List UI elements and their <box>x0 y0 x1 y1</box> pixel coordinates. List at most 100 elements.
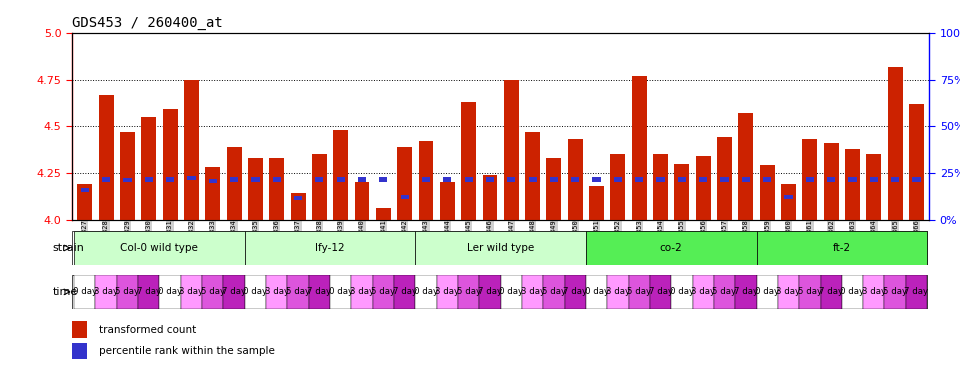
Bar <box>74 231 245 265</box>
Text: 0 day: 0 day <box>158 287 182 296</box>
Bar <box>252 178 259 182</box>
Bar <box>629 274 650 309</box>
Text: 0 day: 0 day <box>328 287 352 296</box>
Text: 0 day: 0 day <box>756 287 780 296</box>
Bar <box>735 274 756 309</box>
Bar <box>799 274 821 309</box>
Bar <box>571 178 580 182</box>
Text: 5 day: 5 day <box>115 287 139 296</box>
Bar <box>653 154 668 220</box>
Text: 5 day: 5 day <box>541 287 566 296</box>
Bar <box>294 196 302 200</box>
Bar <box>756 231 927 265</box>
Text: Col-0 wild type: Col-0 wild type <box>121 243 199 253</box>
Text: 7 day: 7 day <box>478 287 502 296</box>
Bar <box>74 274 95 309</box>
Bar <box>123 178 132 183</box>
Bar <box>550 178 558 182</box>
Bar <box>546 158 562 220</box>
Bar <box>803 139 817 220</box>
Bar <box>845 149 860 220</box>
Bar <box>138 274 159 309</box>
Text: transformed count: transformed count <box>100 325 197 335</box>
Text: 3 day: 3 day <box>777 287 801 296</box>
Bar <box>586 274 608 309</box>
Bar <box>141 117 156 220</box>
Bar <box>419 141 434 220</box>
Bar <box>354 182 370 220</box>
Bar <box>657 178 664 182</box>
Bar <box>486 178 494 182</box>
Bar <box>828 178 835 182</box>
Bar <box>227 147 242 220</box>
Text: GDS453 / 260400_at: GDS453 / 260400_at <box>72 16 223 30</box>
Bar <box>778 274 799 309</box>
Bar <box>465 178 472 182</box>
Text: strain: strain <box>53 243 84 253</box>
Bar <box>81 188 89 192</box>
Bar <box>117 274 138 309</box>
Text: 0 day: 0 day <box>585 287 609 296</box>
Bar <box>504 80 518 220</box>
Bar <box>678 178 686 182</box>
Bar <box>522 274 543 309</box>
Bar <box>372 274 394 309</box>
Bar <box>714 274 735 309</box>
Bar <box>72 321 87 338</box>
Bar <box>437 274 458 309</box>
Bar <box>416 274 437 309</box>
Bar <box>358 178 366 182</box>
Text: 3 day: 3 day <box>265 287 289 296</box>
Bar <box>717 138 732 220</box>
Text: Ler wild type: Ler wild type <box>467 243 535 253</box>
Bar <box>692 274 714 309</box>
Bar <box>337 178 345 182</box>
Bar <box>205 167 220 220</box>
Bar <box>458 274 479 309</box>
Text: 0 day: 0 day <box>840 287 865 296</box>
Bar <box>479 274 501 309</box>
Text: 7 day: 7 day <box>819 287 843 296</box>
Text: 3 day: 3 day <box>691 287 715 296</box>
Bar <box>564 274 586 309</box>
Text: 7 day: 7 day <box>307 287 331 296</box>
Text: 0 day: 0 day <box>73 287 97 296</box>
Text: 7 day: 7 day <box>564 287 588 296</box>
Text: 0 day: 0 day <box>670 287 694 296</box>
Text: 0 day: 0 day <box>499 287 523 296</box>
Bar <box>483 175 497 220</box>
Bar <box>315 178 324 182</box>
Text: co-2: co-2 <box>660 243 683 253</box>
Bar <box>224 274 245 309</box>
Text: 5 day: 5 day <box>798 287 822 296</box>
Bar <box>203 274 224 309</box>
Bar <box>99 94 113 220</box>
Bar <box>592 178 601 182</box>
Bar <box>763 178 771 182</box>
Bar <box>909 104 924 220</box>
Bar <box>543 274 564 309</box>
Text: 7 day: 7 day <box>733 287 758 296</box>
Text: 5 day: 5 day <box>712 287 736 296</box>
Text: 3 day: 3 day <box>435 287 460 296</box>
Bar <box>309 274 330 309</box>
Bar <box>529 178 537 182</box>
Text: ft-2: ft-2 <box>832 243 851 253</box>
Bar <box>675 164 689 220</box>
Bar <box>525 132 540 220</box>
Text: 5 day: 5 day <box>372 287 396 296</box>
Bar <box>870 178 878 182</box>
Text: 3 day: 3 day <box>520 287 544 296</box>
Text: 7 day: 7 day <box>904 287 928 296</box>
Bar <box>567 139 583 220</box>
Bar <box>187 176 196 180</box>
Bar <box>696 156 710 220</box>
Bar <box>95 274 117 309</box>
Bar <box>400 195 409 199</box>
Bar <box>842 274 863 309</box>
Text: 5 day: 5 day <box>457 287 481 296</box>
Bar <box>145 178 153 182</box>
Bar <box>162 109 178 220</box>
Bar <box>230 178 238 182</box>
Bar <box>444 178 451 182</box>
